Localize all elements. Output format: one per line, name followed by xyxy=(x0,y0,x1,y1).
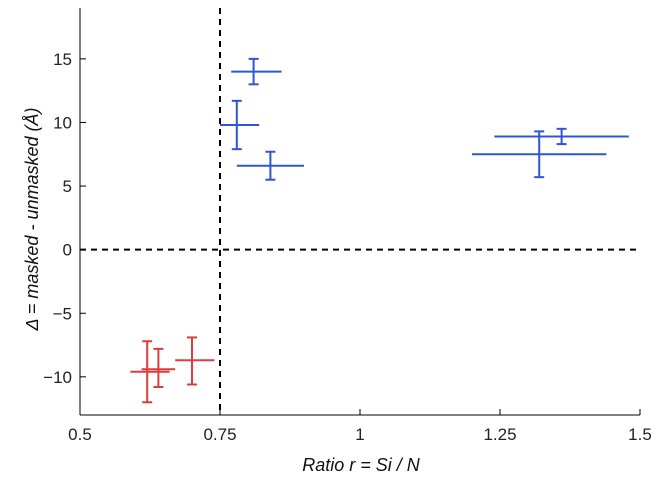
data-point xyxy=(231,57,282,86)
y-tick-label: −10 xyxy=(43,368,72,387)
y-axis-title: Δ = masked - unmasked (Å) xyxy=(22,108,42,332)
reference-lines xyxy=(80,8,640,415)
plot-area xyxy=(79,8,640,416)
y-tick-label: 15 xyxy=(53,50,72,69)
data-point xyxy=(236,150,304,181)
y-tick-label: 10 xyxy=(53,113,72,132)
data-point xyxy=(494,127,629,146)
data-point xyxy=(220,99,260,151)
data-point xyxy=(175,336,215,386)
x-axis-title: Ratio r = Si / N xyxy=(302,455,421,475)
y-tick-label: 0 xyxy=(63,241,72,260)
data-point xyxy=(141,347,176,389)
data-point xyxy=(472,130,607,179)
x-tick-label: 1 xyxy=(355,425,364,444)
x-tick-label: 0.5 xyxy=(68,425,92,444)
x-tick-label: 0.75 xyxy=(203,425,236,444)
series-1 xyxy=(220,57,629,181)
x-axis: 0.5 0.75 1 1.25 1.5 xyxy=(68,409,652,444)
series-2 xyxy=(130,336,215,404)
y-axis: −10 −5 0 5 10 15 xyxy=(43,50,86,387)
data-marks xyxy=(130,57,629,404)
x-tick-label: 1.5 xyxy=(628,425,652,444)
data-point xyxy=(130,340,170,404)
y-tick-label: 5 xyxy=(63,177,72,196)
y-tick-label: −5 xyxy=(53,304,72,323)
x-tick-label: 1.25 xyxy=(483,425,516,444)
